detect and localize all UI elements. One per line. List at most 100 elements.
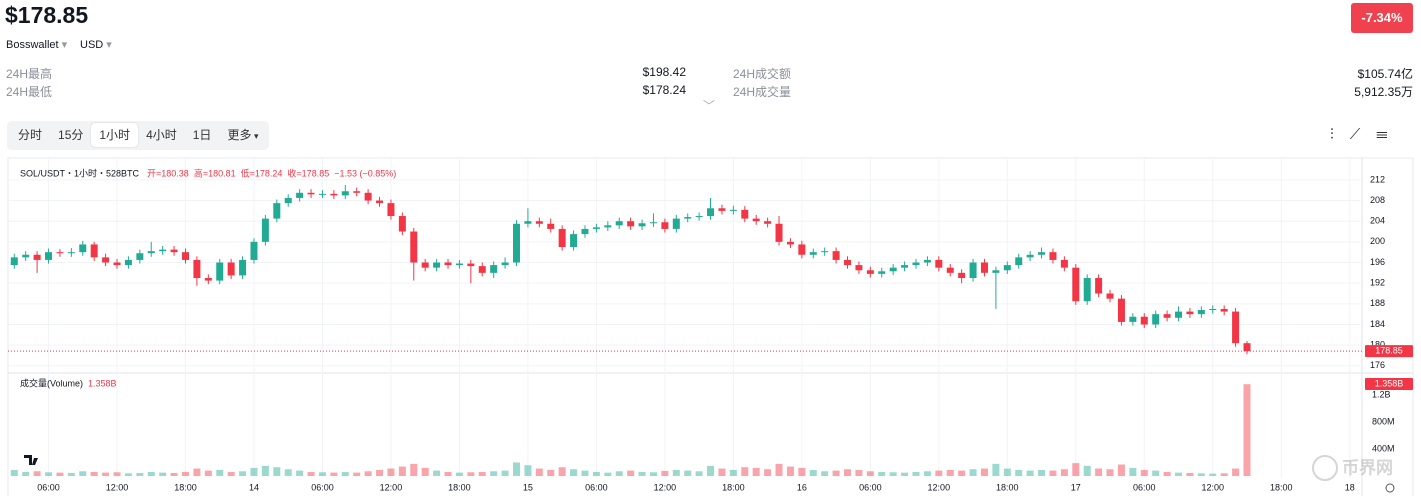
candle-body xyxy=(478,266,486,273)
candle-body xyxy=(798,244,806,255)
candle-body xyxy=(752,218,760,222)
candle-body xyxy=(398,216,406,232)
tab[interactable]: 15分 xyxy=(58,128,84,142)
x-tick-label: 16 xyxy=(797,482,807,492)
candle-body xyxy=(1049,252,1057,260)
volume-bar xyxy=(318,472,326,476)
chart-title: SOL/USDT・1小时・528BTC xyxy=(20,167,140,178)
volume-bar xyxy=(741,467,749,476)
volume-tick-label: 800M xyxy=(1372,416,1395,426)
volume-tick-label: 400M xyxy=(1372,443,1395,453)
volume-bar xyxy=(90,471,98,476)
candle-body xyxy=(1209,308,1217,311)
volume-bar xyxy=(1038,469,1046,476)
expand-chevron[interactable]: ﹀ xyxy=(703,99,716,113)
volume-bar xyxy=(946,469,954,476)
volume-bar xyxy=(227,471,235,476)
toolbar-icons[interactable]: ⫶⟋☰ xyxy=(1330,126,1404,143)
y-tick-label: 204 xyxy=(1370,216,1385,226)
volume-bar xyxy=(912,471,920,476)
candle-body xyxy=(170,249,178,253)
volume-bar xyxy=(513,462,521,476)
candle-body xyxy=(467,263,475,267)
volume-bar xyxy=(136,472,144,476)
candle-body xyxy=(216,262,224,281)
volume-bar xyxy=(535,468,543,476)
volume-bar xyxy=(878,471,886,476)
volume-bar xyxy=(1117,464,1125,476)
x-tick-label: 12:00 xyxy=(106,482,129,492)
candle-body xyxy=(935,259,943,268)
volume-bar xyxy=(707,465,715,476)
volume-bar xyxy=(341,471,349,476)
volume-bar xyxy=(364,471,372,476)
candle-body xyxy=(1117,298,1125,322)
volume-bar xyxy=(170,472,178,476)
volume-bar xyxy=(147,471,155,476)
volume-bar xyxy=(67,472,75,476)
volume-bar xyxy=(524,465,532,476)
tab[interactable]: 4小时 xyxy=(146,128,177,142)
volume-bar xyxy=(45,472,53,476)
candle-body xyxy=(56,252,64,254)
currency[interactable]: USD ▾ xyxy=(80,39,112,51)
candle-body xyxy=(1220,308,1228,312)
tab[interactable]: 更多 ▾ xyxy=(227,128,259,142)
candle-body xyxy=(524,221,532,224)
source[interactable]: Bosswallet ▾ xyxy=(6,39,68,51)
y-tick-label: 192 xyxy=(1370,278,1385,288)
volume-bar xyxy=(1140,469,1148,476)
volume-bar xyxy=(1060,469,1068,476)
candle-body xyxy=(501,262,509,266)
volume-bar xyxy=(433,470,441,476)
candle-body xyxy=(832,251,840,260)
candle-body xyxy=(1186,311,1194,315)
candle-body xyxy=(102,257,110,263)
candle-body xyxy=(889,267,897,272)
volume-bar xyxy=(592,471,600,476)
candle-body xyxy=(1095,278,1103,294)
x-tick-label: 06:00 xyxy=(37,482,60,492)
candle-body xyxy=(284,197,292,204)
volume-bar xyxy=(866,471,874,476)
stat-value: $105.74亿 xyxy=(1357,67,1413,81)
volume-bar xyxy=(1163,471,1171,476)
volume-bar xyxy=(22,471,30,476)
candle-body xyxy=(1060,259,1068,268)
volume-bar xyxy=(649,472,657,476)
volume-bar xyxy=(558,467,566,476)
stat-value: $178.24 xyxy=(642,83,686,97)
volume-bar xyxy=(1197,473,1205,476)
volume-bar xyxy=(467,472,475,476)
volume-bar xyxy=(798,467,806,476)
candle-body xyxy=(1163,314,1171,318)
candle-body xyxy=(729,209,737,211)
candle-body xyxy=(1129,316,1137,322)
tab[interactable]: 1日 xyxy=(192,128,212,142)
price: $178.85 xyxy=(5,2,89,28)
volume-bar xyxy=(786,466,794,476)
stat-label: 24H最低 xyxy=(6,85,53,99)
volume-bar xyxy=(1129,467,1137,476)
x-tick-label: 06:00 xyxy=(1133,482,1156,492)
volume-bar xyxy=(1106,469,1114,476)
volume-bar xyxy=(79,471,87,476)
candle-body xyxy=(193,259,201,279)
volume-bar xyxy=(10,469,18,476)
tab[interactable]: 分时 xyxy=(18,128,43,142)
candle-body xyxy=(592,227,600,229)
volume-bar xyxy=(284,469,292,476)
y-tick-label: 188 xyxy=(1370,298,1385,308)
volume-bar xyxy=(969,469,977,476)
candle-body xyxy=(1003,265,1011,271)
stat-label: 24H成交额 xyxy=(733,67,792,81)
candle-body xyxy=(809,252,817,255)
candle-body xyxy=(410,231,418,263)
candle-body xyxy=(455,263,463,266)
candle-body xyxy=(718,208,726,211)
volume-bar xyxy=(455,472,463,476)
ohlc-legend: 低=178.24 xyxy=(241,167,283,178)
x-tick-label: 06:00 xyxy=(859,482,882,492)
tab[interactable]: 1小时 xyxy=(91,123,139,147)
